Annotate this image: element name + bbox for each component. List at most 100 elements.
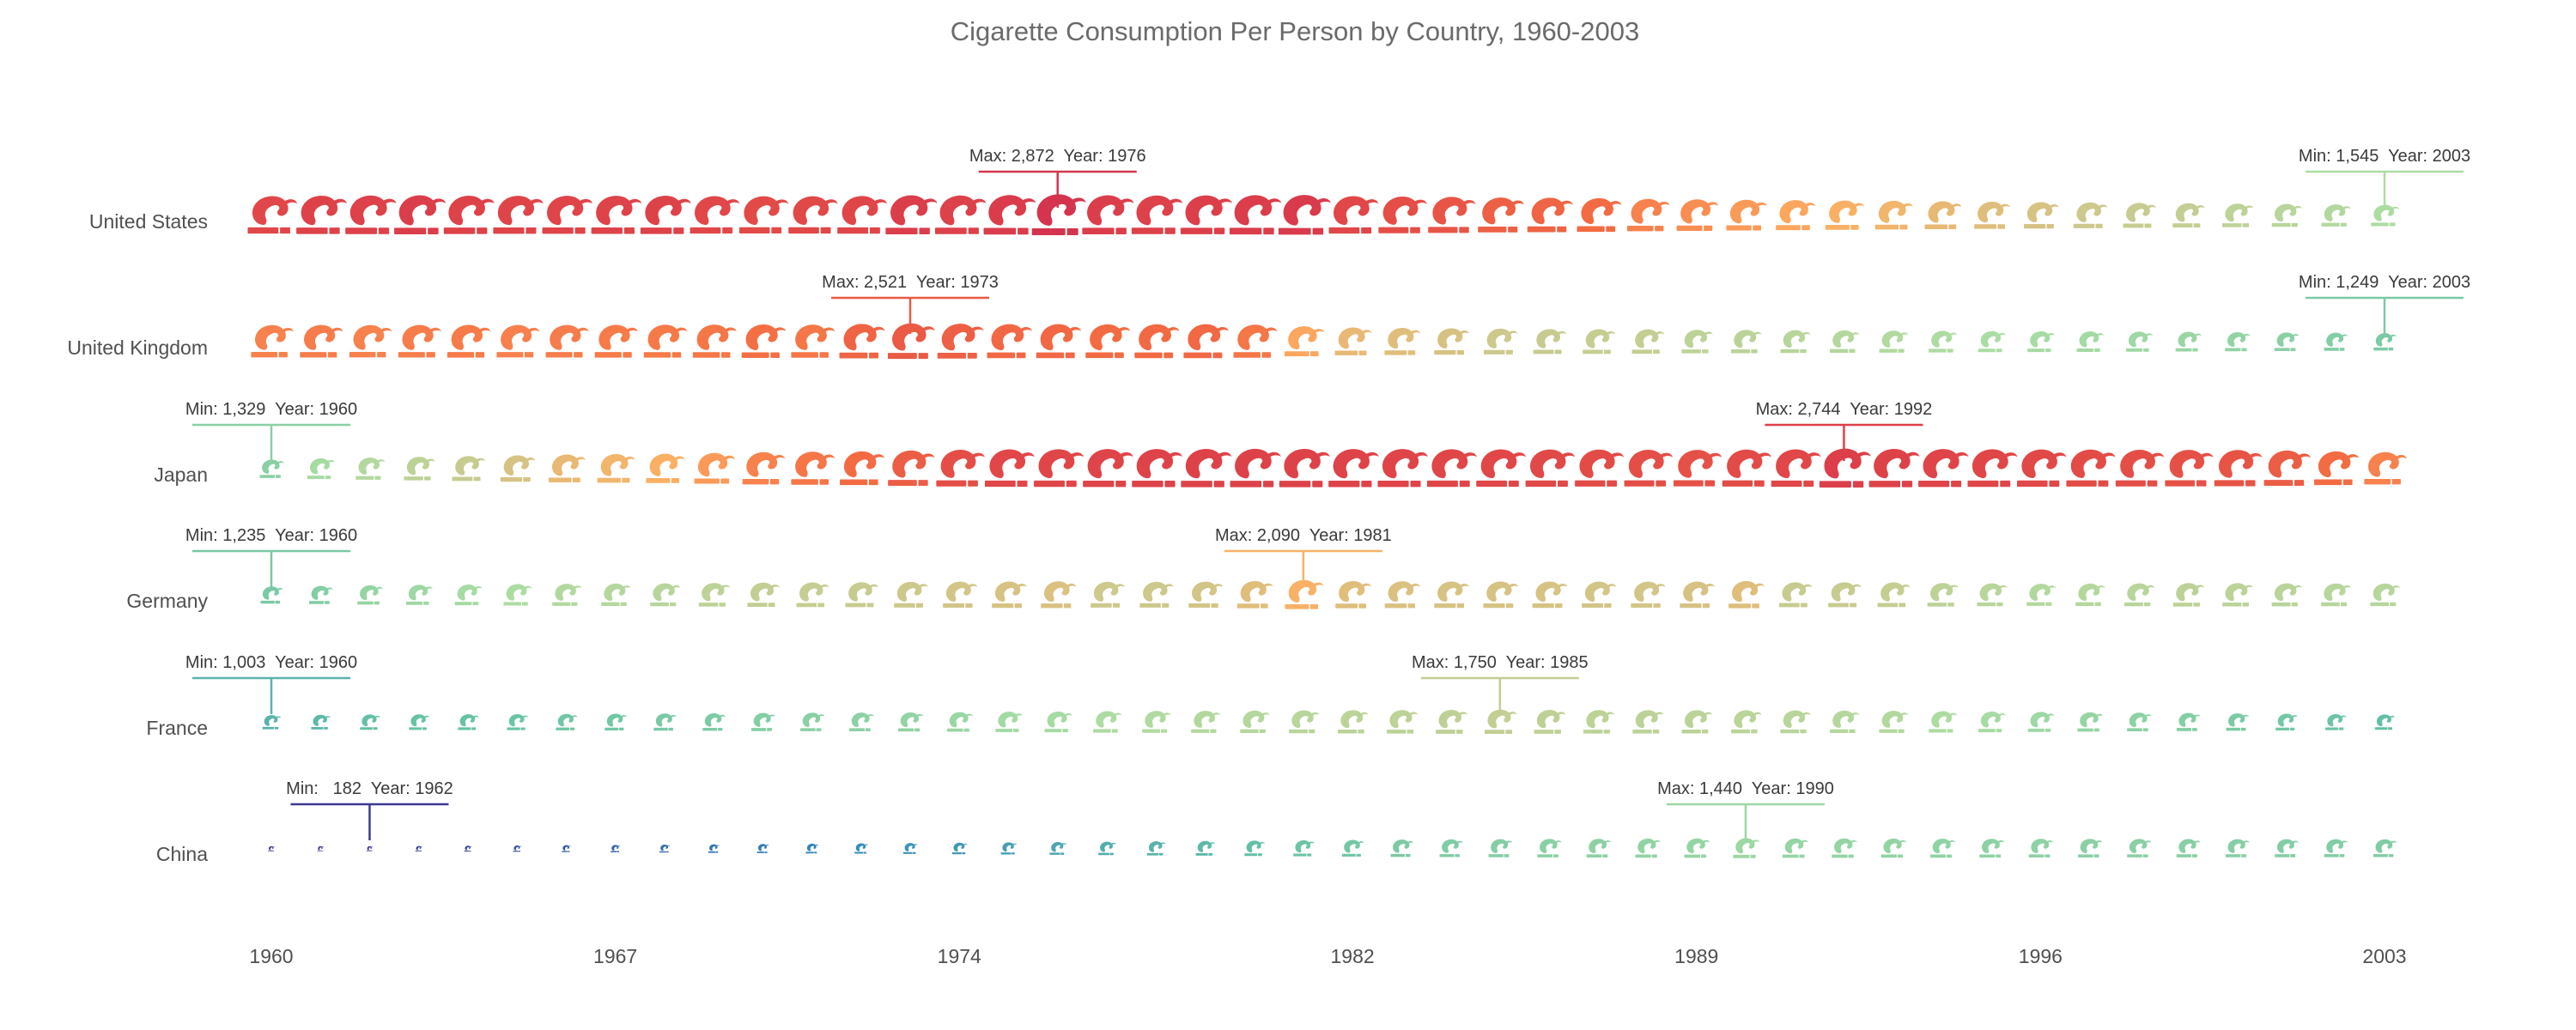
cigarette-smoke-icon [1782,838,1808,858]
cigarette-smoke-icon [1832,838,1857,858]
cigarette-smoke-icon [2314,451,2360,486]
cigarette-smoke-icon [805,843,819,854]
cigarette-smoke-icon [2017,449,2067,488]
cigarette-smoke-icon [1085,324,1131,359]
cigarette-smoke-icon [1731,710,1762,734]
cigarette-smoke-icon [1533,329,1567,354]
cigarette-smoke-icon [394,195,447,234]
cigarette-smoke-icon [1233,324,1278,358]
cigarette-smoke-icon [1049,841,1067,855]
min-annotation-label: Min: 182 Year: 1962 [286,779,453,798]
cigarette-smoke-icon [311,714,331,730]
cigarette-smoke-icon [1338,710,1369,734]
cigarette-smoke-icon [692,324,737,358]
x-tick-label: 1974 [938,945,981,967]
cigarette-smoke-icon [1390,839,1414,857]
country-row: United Kingdom Max: 2,521 Year: 1973 Min: … [67,273,2470,360]
cigarette-smoke-icon [650,583,681,607]
x-tick-label: 1989 [1674,945,1718,967]
cigarette-smoke-icon [2271,583,2303,607]
cigarette-smoke-icon [1681,330,1713,354]
cigarette-smoke-icon [698,583,731,607]
cigarette-smoke-icon [946,712,974,732]
cigarette-smoke-icon [2274,332,2300,351]
cigarette-smoke-icon [1825,200,1865,230]
cigarette-smoke-icon [1582,581,1617,609]
cigarette-smoke-icon [1673,450,1722,487]
cigarette-smoke-icon [1684,838,1710,858]
cigarette-smoke-icon [2214,450,2263,487]
cigarette-smoke-icon [1929,330,1958,353]
country-row: China Max: 1,440 Year: 1990 Min: 182 Year:… [156,779,2397,865]
cigarette-smoke-icon [837,196,888,234]
cigarette-smoke-icon [454,584,483,606]
cigarette-smoke-icon [747,582,780,608]
cigarette-smoke-icon [992,581,1027,609]
cigarette-smoke-icon [1384,327,1421,355]
country-row: Germany Max: 2,090 Year: 1981 Min: 1,235 Y… [126,526,2401,612]
cigarette-smoke-icon [1036,324,1082,359]
cigarette-smoke-icon [1132,449,1182,488]
cigarette-smoke-icon [247,196,298,234]
cigarette-smoke-icon [1034,449,1084,488]
cigarette-smoke-icon [1632,710,1664,734]
cigarette-smoke-icon [1819,448,1871,488]
cigarette-smoke-icon [1676,199,1719,231]
cigarette-smoke-icon [2225,839,2250,857]
cigarette-smoke-icon [951,842,968,855]
cigarette-smoke-icon [2066,449,2116,487]
country-rows: United States Max: 2,872 Year: 1976 Min: 1… [67,147,2470,865]
cigarette-smoke-icon [1091,581,1125,608]
cigarette-smoke-icon [2374,714,2396,730]
cigarette-smoke-icon [2371,204,2400,227]
cigarette-smoke-icon [2076,331,2105,353]
cigarette-smoke-icon [1230,448,1281,488]
cigarette-smoke-icon [742,451,786,485]
min-annotation-label: Min: 1,249 Year: 2003 [2299,273,2470,292]
cigarette-smoke-icon [2127,839,2152,857]
cigarette-smoke-icon [1726,199,1767,231]
cigarette-smoke-icon [1868,448,1920,488]
cigarette-smoke-icon [251,324,295,358]
max-annotation-label: Max: 1,440 Year: 1990 [1657,779,1834,798]
cigarette-smoke-icon [1780,330,1811,354]
cigarette-smoke-icon [513,845,522,852]
cigarette-smoke-icon [464,845,472,852]
country-label: United States [89,210,208,233]
cigarette-smoke-icon [791,451,835,485]
cigarette-smoke-icon [1974,201,2010,229]
cigarette-smoke-icon [1328,196,1379,234]
cigarette-smoke-icon [2275,839,2300,857]
cigarette-smoke-icon [296,195,348,234]
min-annotation-label: Min: 1,545 Year: 2003 [2299,147,2470,166]
cigarette-smoke-icon [500,455,536,482]
cigarette-smoke-icon [1044,711,1072,733]
cigarette-smoke-icon [300,324,343,358]
cigarette-smoke-icon [1488,839,1513,857]
cigarette-smoke-icon [1180,195,1232,234]
cigarette-smoke-icon [1341,839,1364,857]
cigarette-smoke-icon [1098,841,1116,856]
cigarette-smoke-icon [995,712,1024,733]
max-annotation: Max: 2,872 Year: 1976 [969,147,1146,208]
min-annotation: Min: 1,249 Year: 2003 [2299,273,2470,334]
cigarette-smoke-icon [987,324,1032,359]
cigarette-smoke-icon [1979,839,2005,858]
cigarette-smoke-icon [262,715,282,730]
cigarette-smoke-icon [1929,839,1956,858]
cigarette-smoke-icon [409,714,430,730]
cigarette-smoke-icon [1328,449,1379,488]
cigarette-smoke-icon [2026,584,2057,606]
cigarette-smoke-icon [2321,583,2352,607]
cigarette-smoke-icon [1583,710,1615,734]
cigarette-smoke-icon [839,324,885,359]
cigarette-smoke-icon [1278,195,1331,235]
country-label: United Kingdom [67,336,208,359]
x-tick-label: 1960 [249,945,293,967]
cigarette-smoke-icon [2027,330,2056,353]
min-annotation-label: Min: 1,003 Year: 1960 [185,653,357,672]
cigarette-smoke-icon [1978,330,2007,353]
cigarette-smoke-icon [2127,712,2152,732]
cigarette-smoke-icon [1191,711,1221,733]
